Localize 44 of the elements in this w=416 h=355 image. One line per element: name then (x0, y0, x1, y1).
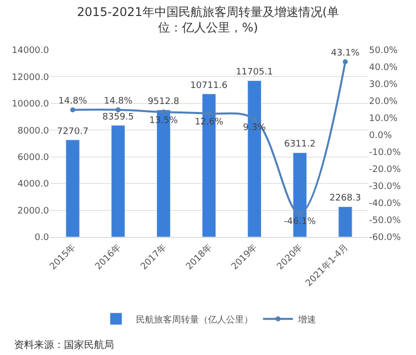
y2-tick-label: 0.0% (369, 131, 392, 142)
y2-tick-label: -30.0% (369, 182, 402, 192)
point (252, 116, 257, 122)
y2-tick-label: 20.0% (369, 97, 398, 108)
data-label: 43.1% (330, 48, 360, 58)
legend-label: 增速 (297, 314, 316, 326)
y2-tick-label: 10.0% (369, 114, 398, 124)
y2-tick-label: -10.0% (369, 148, 402, 158)
bar (66, 140, 80, 237)
point (116, 107, 121, 112)
data-label: 7270.7 (56, 126, 88, 137)
y2-tick-label: -60.0% (369, 233, 402, 244)
point (161, 110, 166, 115)
point (70, 107, 76, 112)
data-label: 9512.8 (148, 96, 180, 107)
y-tick-label: 4000.0 (18, 180, 50, 190)
y-tick-label: 0.0 (34, 233, 50, 244)
text: 资料来源：国家民航局 (14, 339, 114, 351)
legend-label: 民航旅客周转量（亿人公里） (136, 314, 253, 326)
y-tick-label: 6000.0 (18, 153, 50, 164)
y-tick-label: 10000.0 (12, 100, 50, 110)
y-tick-label: 14000.0 (12, 46, 50, 56)
data-label: 14.8% (104, 96, 133, 106)
bar (338, 206, 352, 237)
y2-tick-label: -20.0% (369, 165, 402, 176)
data-label: 2268.3 (330, 194, 362, 204)
y2-tick-label: -40.0% (369, 199, 402, 210)
y-tick-label: 12000.0 (12, 72, 50, 83)
y2-tick-label: -50.0% (369, 216, 402, 226)
bar (111, 125, 126, 237)
point (342, 59, 348, 64)
point (297, 210, 302, 216)
data-label: 6311.2 (284, 140, 316, 150)
y2-tick-label: 50.0% (369, 46, 398, 56)
chart-title: 2015-2021年中国民航旅客周转量及增速情况(单位：亿人公里，%) (76, 4, 340, 35)
y2-tick-label: 40.0% (369, 63, 398, 74)
y-tick-label: 8000.0 (18, 126, 50, 136)
y-tick-label: 2000.0 (18, 206, 50, 216)
data-label: 10711.6 (190, 80, 228, 91)
data-label: 11705.1 (236, 68, 274, 78)
data-label: 14.8% (58, 96, 88, 106)
point (206, 111, 212, 116)
y2-tick-label: 30.0% (369, 80, 398, 90)
data-label: 8359.5 (102, 112, 134, 122)
